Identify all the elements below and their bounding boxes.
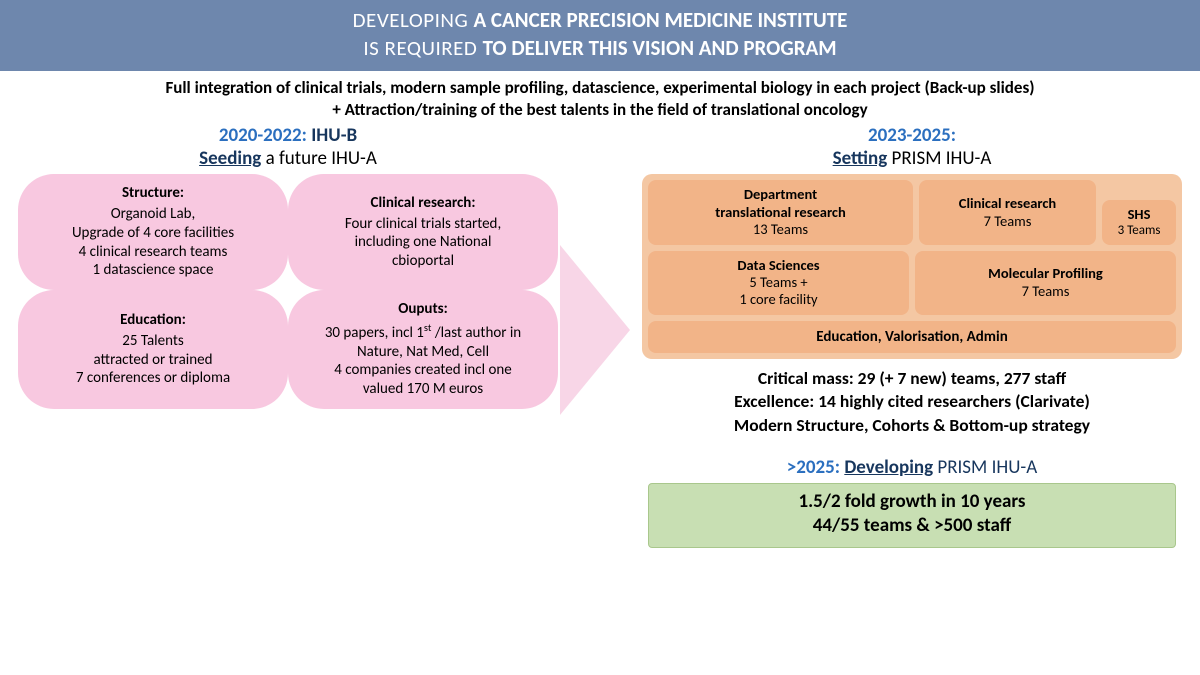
- intro-line1: Full integration of clinical trials, mod…: [20, 77, 1180, 99]
- box-edu-bar: Education, Valorisation, Admin: [648, 321, 1176, 353]
- transition-arrow: [560, 245, 630, 415]
- header-line1: DEVELOPING A CANCER PRECISION MEDICINE I…: [0, 6, 1200, 34]
- main-columns: 2020-2022: IHU-B Seeding a future IHU-A …: [0, 125, 1200, 548]
- orange-row-2: Data Sciences 5 Teams + 1 core facility …: [648, 251, 1176, 315]
- stats-l3: Modern Structure, Cohorts & Bottom-up st…: [642, 414, 1182, 438]
- right-column: 2023-2025: Setting PRISM IHU-A Departmen…: [642, 125, 1182, 548]
- box-clinical-body: Four clinical trials started, including …: [302, 215, 544, 271]
- right-title: 2023-2025: Setting PRISM IHU-A: [642, 125, 1182, 171]
- box-clin: Clinical research 7 Teams: [919, 180, 1096, 244]
- green-box: 1.5/2 fold growth in 10 years 44/55 team…: [648, 483, 1176, 548]
- box-shs-sub: 3 Teams: [1106, 223, 1172, 239]
- box-clinical: Clinical research: Four clinical trials …: [288, 174, 558, 290]
- box-structure-body: Organoid Lab, Upgrade of 4 core faciliti…: [32, 205, 274, 280]
- box-shs: SHS 3 Teams: [1102, 200, 1176, 245]
- future-rest: PRISM IHU-A: [933, 456, 1037, 479]
- box-clinical-title: Clinical research:: [302, 194, 544, 213]
- header-banner: DEVELOPING A CANCER PRECISION MEDICINE I…: [0, 0, 1200, 71]
- left-year: 2020-2022:: [219, 124, 307, 147]
- left-sub-und: Seeding: [199, 147, 261, 170]
- box-outputs-body: 30 papers, incl 1st /last author in Natu…: [302, 321, 544, 399]
- box-data-sub: 5 Teams + 1 core facility: [652, 274, 905, 309]
- pink-grid: Structure: Organoid Lab, Upgrade of 4 co…: [18, 174, 558, 409]
- box-outputs: Ouputs: 30 papers, incl 1st /last author…: [288, 290, 558, 409]
- box-data-title: Data Sciences: [652, 257, 905, 274]
- box-dept: Department translational research 13 Tea…: [648, 180, 913, 244]
- stats-l2: Excellence: 14 highly cited researchers …: [642, 390, 1182, 414]
- box-education-title: Education:: [32, 311, 274, 330]
- future-title: >2025: Developing PRISM IHU-A: [642, 456, 1182, 479]
- intro-line2: + Attraction/training of the best talent…: [20, 99, 1180, 121]
- box-outputs-title: Ouputs:: [302, 300, 544, 319]
- box-structure-title: Structure:: [32, 184, 274, 203]
- box-mol-sub: 7 Teams: [919, 283, 1172, 300]
- box-clin-group: Clinical research 7 Teams SHS 3 Teams: [919, 180, 1176, 244]
- header-line2: IS REQUIRED TO DELIVER THIS VISION AND P…: [0, 34, 1200, 62]
- left-title: 2020-2022: IHU-B Seeding a future IHU-A: [18, 125, 558, 171]
- intro-text: Full integration of clinical trials, mod…: [0, 71, 1200, 125]
- right-sub-und: Setting: [833, 147, 888, 170]
- box-education-body: 25 Talents attracted or trained 7 confer…: [32, 332, 274, 388]
- box-dept-title: Department translational research: [652, 186, 909, 221]
- box-education: Education: 25 Talents attracted or train…: [18, 290, 288, 409]
- box-clin-sub: 7 Teams: [923, 213, 1092, 230]
- left-sub-rest: a future IHU-A: [261, 147, 377, 170]
- future-gt: >2025:: [787, 456, 845, 479]
- stats-block: Critical mass: 29 (+ 7 new) teams, 277 s…: [642, 367, 1182, 438]
- box-mol: Molecular Profiling 7 Teams: [915, 251, 1176, 315]
- box-clin-title: Clinical research: [923, 195, 1092, 212]
- stats-l1: Critical mass: 29 (+ 7 new) teams, 277 s…: [642, 367, 1182, 391]
- header-l2-bold: TO DELIVER THIS VISION AND PROGRAM: [483, 35, 837, 61]
- left-column: 2020-2022: IHU-B Seeding a future IHU-A …: [18, 125, 558, 548]
- orange-wrap: Department translational research 13 Tea…: [642, 174, 1182, 358]
- header-l1-thin: DEVELOPING: [353, 7, 474, 33]
- left-label: IHU-B: [307, 124, 357, 147]
- right-sub-rest: PRISM IHU-A: [887, 147, 991, 170]
- green-l2: 44/55 teams & >500 staff: [649, 514, 1175, 539]
- box-shs-title: SHS: [1106, 206, 1172, 223]
- box-mol-title: Molecular Profiling: [919, 265, 1172, 282]
- box-dept-sub: 13 Teams: [652, 221, 909, 238]
- future-und: Developing: [844, 456, 933, 479]
- box-data: Data Sciences 5 Teams + 1 core facility: [648, 251, 909, 315]
- right-year: 2023-2025:: [868, 124, 956, 147]
- box-structure: Structure: Organoid Lab, Upgrade of 4 co…: [18, 174, 288, 290]
- orange-row-1: Department translational research 13 Tea…: [648, 180, 1176, 244]
- header-l2-thin: IS REQUIRED: [363, 35, 482, 61]
- green-l1: 1.5/2 fold growth in 10 years: [649, 490, 1175, 515]
- header-l1-bold: A CANCER PRECISION MEDICINE INSTITUTE: [473, 7, 847, 33]
